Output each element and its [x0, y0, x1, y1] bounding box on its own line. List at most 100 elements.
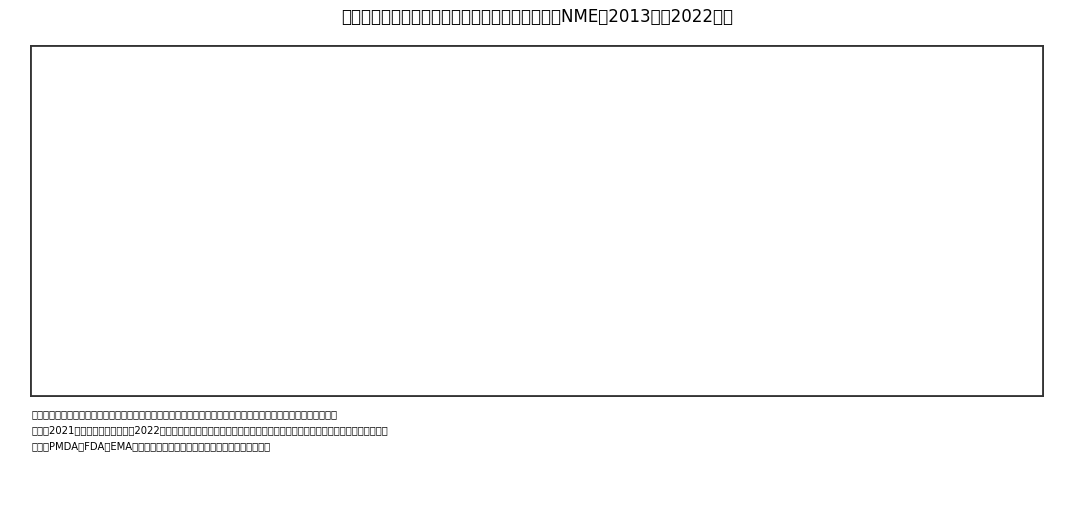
Text: 10.9: 10.9	[204, 265, 230, 278]
Text: 13: 13	[756, 197, 771, 210]
Text: 8.0: 8.0	[516, 242, 534, 256]
Text: 13: 13	[756, 152, 771, 165]
Text: 出所：PMDA、FDA、EMAの各公開情報をもとに医薬産業政策研究所にて作成: 出所：PMDA、FDA、EMAの各公開情報をもとに医薬産業政策研究所にて作成	[31, 440, 271, 450]
Text: 3.5: 3.5	[988, 152, 1006, 165]
Text: 29: 29	[756, 356, 771, 369]
Text: 10.5: 10.5	[591, 311, 616, 323]
Text: 9: 9	[144, 197, 151, 210]
Text: 審査期間（月数）: 審査期間（月数）	[891, 89, 944, 99]
Text: 14.2: 14.2	[899, 220, 925, 233]
Text: 13.1: 13.1	[591, 197, 616, 210]
Text: 2.4: 2.4	[372, 174, 391, 187]
Bar	[735, 215, 1043, 237]
Text: 11.0: 11.0	[512, 333, 538, 346]
Text: 2.1: 2.1	[372, 197, 391, 210]
Text: 6.6: 6.6	[988, 379, 1006, 391]
Text: 15.2: 15.2	[819, 265, 846, 278]
Text: 中央値: 中央値	[514, 126, 535, 136]
Bar	[426, 306, 735, 328]
Text: 平均値: 平均値	[902, 126, 921, 136]
Bar	[735, 260, 1043, 283]
Text: N: N	[759, 107, 769, 120]
Text: 2015: 2015	[60, 197, 90, 210]
Text: 5.9: 5.9	[988, 356, 1006, 369]
Text: 4.8: 4.8	[988, 311, 1006, 323]
Text: 9.9: 9.9	[516, 356, 534, 369]
Text: 13.3: 13.3	[819, 356, 845, 369]
Text: 標準偏差: 標準偏差	[676, 126, 702, 136]
Text: 5.3: 5.3	[372, 356, 391, 369]
Text: 平均値: 平均値	[286, 126, 306, 136]
Text: 23: 23	[756, 333, 771, 346]
Bar	[735, 80, 1043, 115]
Text: 米国NME（FDA）: 米国NME（FDA）	[539, 57, 622, 70]
Text: 3.9: 3.9	[680, 242, 698, 256]
Bar	[31, 115, 426, 146]
Bar	[31, 215, 426, 237]
Text: 10.5: 10.5	[284, 265, 309, 278]
Text: 137: 137	[137, 379, 159, 391]
Text: 10.0: 10.0	[204, 311, 230, 323]
Text: 13.2: 13.2	[819, 311, 846, 323]
Text: 16.8: 16.8	[899, 242, 925, 256]
Text: 10: 10	[756, 220, 771, 233]
Text: 2: 2	[452, 152, 460, 165]
Text: 15: 15	[449, 333, 464, 346]
Text: 17.4: 17.4	[368, 311, 394, 323]
Text: 8.2: 8.2	[516, 152, 534, 165]
Text: 2.0: 2.0	[988, 174, 1006, 187]
Text: 20.3: 20.3	[368, 152, 394, 165]
Text: 14.8: 14.8	[591, 356, 616, 369]
Text: 14: 14	[449, 356, 464, 369]
Text: 14: 14	[141, 220, 156, 233]
Text: 16: 16	[756, 311, 771, 323]
Text: 標準偏差: 標準偏差	[368, 126, 394, 136]
Text: 13.0: 13.0	[899, 174, 925, 187]
Text: 9.6: 9.6	[287, 242, 305, 256]
Bar	[735, 351, 1043, 374]
Text: 7: 7	[452, 220, 460, 233]
Text: 2019: 2019	[60, 288, 90, 300]
Text: 10.6: 10.6	[512, 174, 538, 187]
Text: 1.9: 1.9	[372, 333, 391, 346]
Text: 5.7: 5.7	[988, 220, 1006, 233]
Text: 23: 23	[141, 356, 156, 369]
Text: 2020: 2020	[60, 311, 90, 323]
Text: 5.2: 5.2	[680, 333, 698, 346]
Text: 10.7: 10.7	[282, 174, 309, 187]
Text: 14.2: 14.2	[819, 288, 846, 300]
Text: 2016: 2016	[60, 220, 90, 233]
Text: 16.2: 16.2	[899, 265, 925, 278]
Bar	[426, 260, 735, 283]
Text: 4.9: 4.9	[372, 220, 391, 233]
Text: 14.1: 14.1	[899, 379, 925, 391]
Text: 12: 12	[756, 288, 771, 300]
Text: 17.0: 17.0	[819, 152, 846, 165]
Text: 7.6: 7.6	[516, 288, 534, 300]
Text: 1.3: 1.3	[372, 265, 391, 278]
Text: 10.1: 10.1	[512, 379, 538, 391]
Bar	[426, 47, 735, 80]
Text: 平均値: 平均値	[594, 126, 614, 136]
Text: 2.2: 2.2	[680, 265, 698, 278]
Bar	[31, 351, 426, 374]
Text: 2021: 2021	[60, 333, 90, 346]
Text: 審査期間（月数）: 審査期間（月数）	[276, 89, 329, 99]
Text: 16.2: 16.2	[282, 152, 309, 165]
Text: 7.3: 7.3	[988, 288, 1006, 300]
Text: 10: 10	[141, 288, 156, 300]
Bar	[31, 306, 426, 328]
Text: 2014: 2014	[60, 174, 90, 187]
Text: 13.7: 13.7	[819, 174, 846, 187]
Text: 17.5: 17.5	[899, 152, 925, 165]
Text: 4.5: 4.5	[988, 197, 1006, 210]
Text: 13.6: 13.6	[819, 379, 846, 391]
Text: 10.2: 10.2	[204, 220, 230, 233]
Text: 7.2: 7.2	[988, 333, 1006, 346]
Text: 4.0: 4.0	[680, 174, 698, 187]
Text: 注１：引用資料のデータ更新および再集計にともない、過去の公表データ中の数値が修正されている場合がある。: 注１：引用資料のデータ更新および再集計にともない、過去の公表データ中の数値が修正…	[31, 409, 337, 418]
Text: 11: 11	[449, 174, 464, 187]
Text: 9.4: 9.4	[287, 333, 305, 346]
Text: 承認年: 承認年	[66, 96, 85, 107]
Text: 4.4: 4.4	[680, 311, 698, 323]
